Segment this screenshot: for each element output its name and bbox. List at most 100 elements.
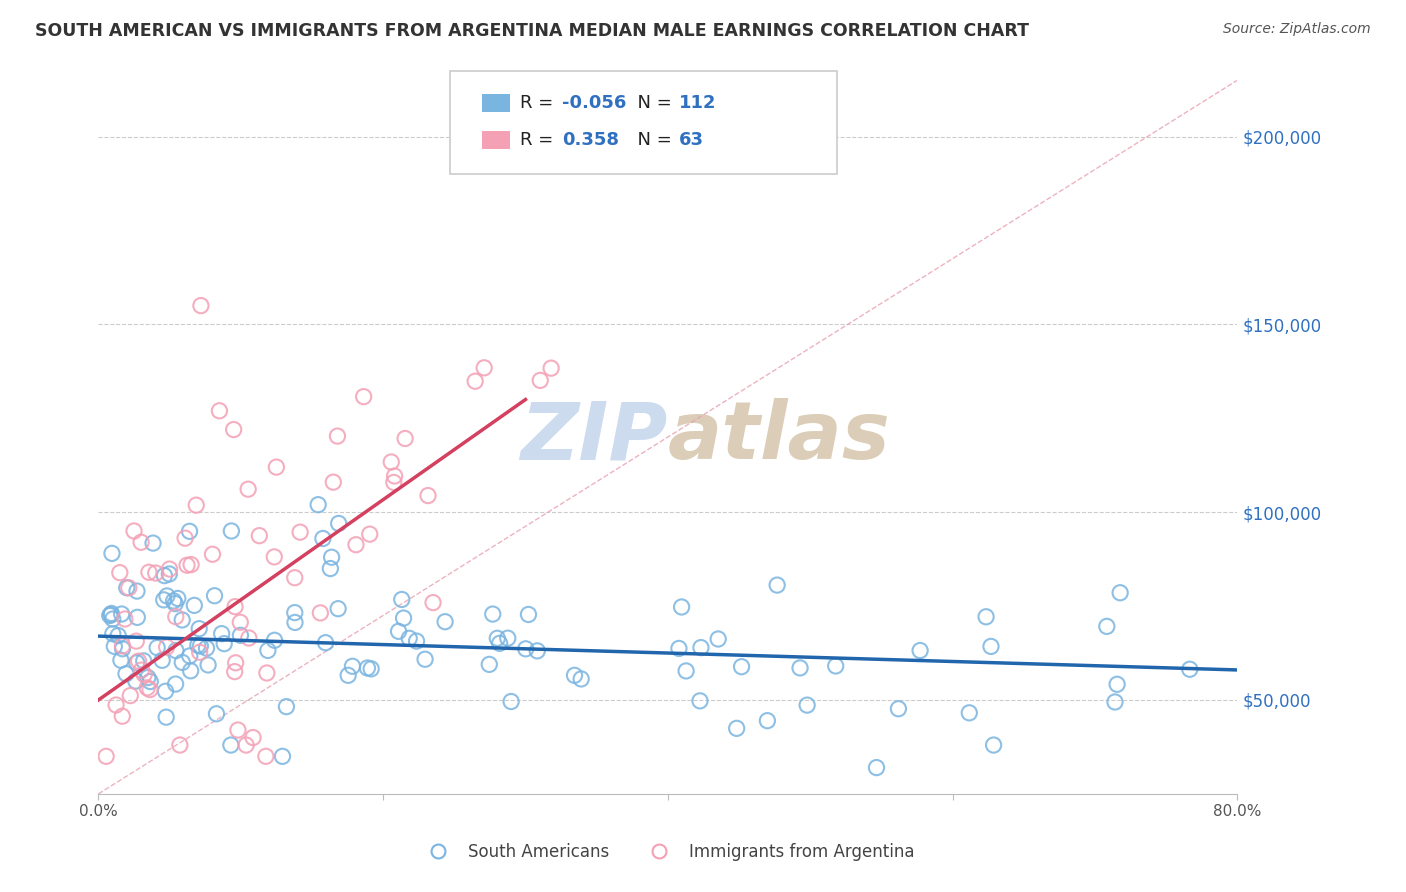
Point	[139, 674, 162, 689]
Point	[188, 645, 211, 659]
Point	[172, 613, 194, 627]
Point	[247, 529, 270, 543]
Point	[115, 581, 138, 595]
Point	[101, 546, 124, 560]
Point	[118, 581, 141, 595]
Text: -0.056: -0.056	[562, 94, 627, 112]
Point	[139, 682, 162, 697]
Point	[186, 498, 208, 512]
Point	[174, 531, 197, 545]
Point	[122, 524, 145, 538]
Point	[353, 390, 375, 404]
Point	[153, 568, 176, 582]
Point	[221, 524, 243, 538]
Point	[284, 615, 307, 630]
Point	[188, 622, 211, 636]
Point	[111, 641, 134, 656]
Text: R =: R =	[520, 131, 565, 149]
Point	[416, 489, 439, 503]
Point	[242, 731, 264, 745]
Point	[222, 423, 245, 437]
Point	[319, 561, 342, 575]
Point	[766, 578, 789, 592]
Point	[671, 599, 693, 614]
Point	[529, 373, 551, 387]
Point	[229, 628, 252, 642]
Point	[1178, 662, 1201, 676]
Point	[564, 668, 586, 682]
Point	[472, 360, 495, 375]
Point	[356, 661, 378, 675]
Point	[115, 666, 138, 681]
Point	[481, 607, 503, 621]
Point	[315, 636, 337, 650]
Point	[887, 702, 910, 716]
Point	[159, 562, 181, 576]
Point	[515, 641, 537, 656]
Point	[690, 640, 713, 655]
Point	[155, 640, 177, 654]
Point	[225, 656, 247, 670]
Point	[309, 606, 332, 620]
Point	[789, 661, 811, 675]
Point	[212, 637, 235, 651]
Point	[256, 665, 278, 680]
Point	[326, 429, 349, 443]
Point	[131, 663, 153, 677]
Point	[342, 659, 364, 673]
Point	[392, 611, 415, 625]
Point	[689, 694, 711, 708]
Point	[134, 667, 156, 681]
Point	[501, 694, 523, 708]
Point	[169, 738, 191, 752]
Point	[111, 709, 134, 723]
Text: 112: 112	[679, 94, 717, 112]
Text: 0.358: 0.358	[562, 131, 620, 149]
Text: N =: N =	[626, 94, 678, 112]
Point	[337, 668, 360, 682]
Point	[957, 706, 980, 720]
Text: R =: R =	[520, 94, 560, 112]
Point	[382, 475, 405, 490]
Point	[165, 643, 187, 657]
Point	[166, 591, 188, 606]
Point	[145, 566, 167, 580]
Point	[176, 558, 198, 573]
Point	[224, 599, 246, 614]
Point	[359, 527, 381, 541]
Point	[208, 404, 231, 418]
Point	[165, 609, 187, 624]
Point	[229, 615, 252, 630]
Point	[422, 596, 444, 610]
Point	[146, 640, 169, 655]
Point	[226, 723, 249, 737]
Point	[98, 608, 121, 623]
Point	[108, 566, 131, 580]
Point	[224, 665, 246, 679]
Point	[276, 699, 298, 714]
Point	[110, 653, 132, 667]
Point	[796, 698, 818, 713]
Point	[105, 698, 128, 712]
Point	[114, 612, 136, 626]
Point	[254, 749, 277, 764]
Point	[155, 684, 177, 698]
Text: ZIP: ZIP	[520, 398, 668, 476]
Point	[394, 432, 416, 446]
Point	[398, 632, 420, 646]
Point	[1104, 695, 1126, 709]
Point	[235, 738, 257, 752]
Point	[125, 634, 148, 648]
Text: N =: N =	[626, 131, 678, 149]
Point	[101, 626, 124, 640]
Point	[201, 547, 224, 561]
Point	[188, 639, 211, 653]
Point	[434, 615, 457, 629]
Point	[730, 659, 752, 673]
Point	[211, 626, 233, 640]
Point	[197, 657, 219, 672]
Point	[540, 361, 562, 376]
Point	[100, 607, 122, 621]
Point	[284, 606, 307, 620]
Point	[172, 656, 194, 670]
